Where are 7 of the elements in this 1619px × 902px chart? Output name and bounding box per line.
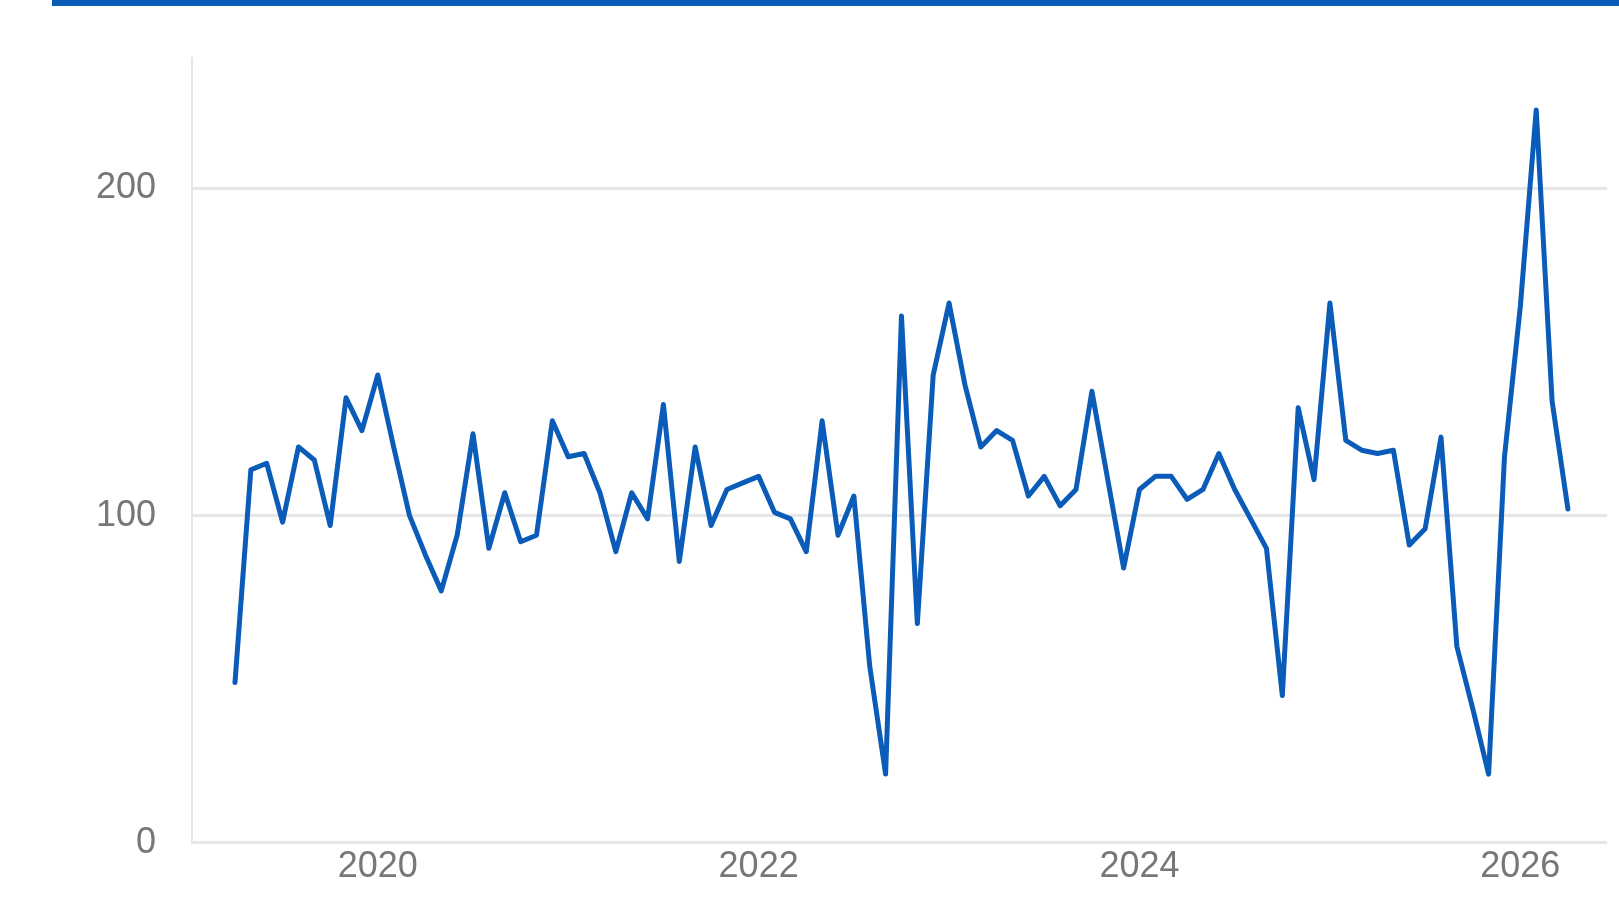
x-tick-label: 2026: [1480, 844, 1561, 886]
x-tick-label: 2020: [337, 844, 418, 886]
x-tick-label: 2024: [1099, 844, 1180, 886]
y-tick-label: 100: [95, 492, 157, 534]
y-tick-label: 0: [136, 819, 157, 861]
y-tick-label: 200: [95, 165, 157, 207]
x-tick-label: 2022: [718, 844, 799, 886]
